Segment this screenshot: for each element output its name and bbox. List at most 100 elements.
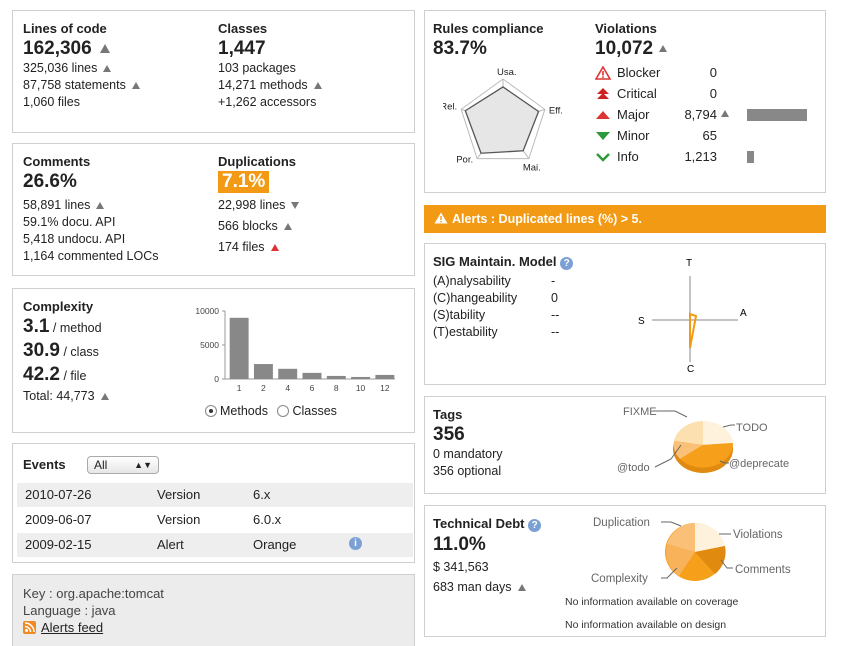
pie-label-comments: Comments [735, 564, 791, 576]
violation-row-critical[interactable]: Critical 0 [595, 85, 835, 105]
violation-name: Critical [617, 86, 657, 101]
trend-up-icon [283, 223, 292, 231]
trend-up-icon [131, 82, 140, 90]
classes-radio[interactable] [277, 405, 290, 417]
sig-list: (A)nalysability - (C)hangeability 0 (S)tab… [433, 273, 583, 343]
event-category: Version [157, 512, 201, 527]
y-tick-label: 0 [214, 374, 219, 384]
comment-lines: 58,891 lines [23, 198, 91, 212]
select-arrows-icon: ▲▼ [134, 460, 152, 470]
tech-debt-panel: Technical Debt ? 11.0% $ 341,563 683 man… [424, 505, 826, 637]
trend-up-icon [659, 45, 668, 53]
event-row: 2009-06-07 Version 6.0.x [17, 508, 413, 532]
sig-name: (C)hangeability [433, 291, 518, 305]
chart-bar [351, 376, 371, 379]
trend-up-icon [721, 110, 729, 117]
events-label: Events [23, 457, 66, 472]
blocker-icon [595, 66, 611, 80]
methods-count: 14,271 methods [218, 78, 308, 92]
violation-row-info[interactable]: Info 1,213 [595, 148, 835, 168]
duplications-value: 7.1% [218, 171, 270, 193]
rss-feed-icon [23, 621, 36, 634]
duplications-label: Duplications [218, 154, 297, 169]
trend-up-icon [99, 44, 110, 54]
help-icon[interactable]: ? [560, 257, 574, 270]
events-list: 2010-07-26 Version 6.x 2009-06-07 Versio… [17, 483, 413, 561]
violation-name: Minor [617, 128, 650, 143]
y-tick-label: 5000 [200, 340, 219, 350]
help-icon[interactable]: ? [528, 519, 542, 532]
axis-s-label: S [638, 316, 645, 327]
sig-panel: SIG Maintain. Model ? (A)nalysability - (… [424, 243, 826, 385]
x-tick-label: 12 [380, 383, 390, 393]
violation-count: 8,794 [684, 107, 717, 122]
chart-bar [253, 364, 273, 379]
rules-radar-chart: Usa. Eff. Mai. Por. Rel. [443, 67, 563, 174]
alerts-feed-link[interactable]: Alerts feed [41, 620, 104, 635]
lines-of-code-value: 162,306 [23, 38, 92, 59]
violation-bars [735, 64, 807, 174]
tags-pie-chart: FIXME TODO @todo @deprecate [617, 406, 789, 474]
radar-series [464, 86, 540, 154]
comments-panel: Comments 26.6% 58,891 lines 59.1% docu. … [12, 143, 415, 276]
coverage-info: No information available on coverage [565, 596, 739, 608]
violation-count: 1,213 [684, 149, 717, 164]
tech-debt-days: 683 man days [433, 580, 512, 594]
trend-up-icon [96, 202, 105, 210]
violation-row-major[interactable]: Major 8,794 [595, 106, 835, 126]
comments-label: Comments [23, 154, 91, 169]
x-tick-label: 2 [261, 383, 266, 393]
warning-icon [434, 212, 448, 224]
violation-row-blocker[interactable]: Blocker 0 [595, 64, 835, 84]
complexity-total: Total: 44,773 [23, 389, 95, 403]
project-language: Language : java [23, 603, 116, 618]
sig-axis-chart: T A S C [638, 258, 747, 375]
radar-axis-label: Mai. [523, 163, 541, 174]
per-method-unit: / method [52, 321, 102, 335]
sig-name: (A)nalysability [433, 274, 511, 288]
pie-label-complexity: Complexity [591, 573, 648, 585]
dup-blocks: 566 blocks [218, 219, 278, 233]
lines-of-code-label: Lines of code [23, 21, 107, 36]
info-chevron-icon [596, 153, 610, 162]
violation-name: Major [617, 107, 650, 122]
sig-name: (T)estability [433, 325, 498, 339]
complexity-panel: Complexity 3.1 / method 30.9 / class 42.… [12, 288, 415, 433]
violation-bar [747, 109, 807, 121]
event-date: 2010-07-26 [25, 487, 92, 502]
debt-pie-chart: Duplication Violations Comments Complexi… [591, 517, 791, 585]
violation-row-minor[interactable]: Minor 65 [595, 127, 835, 147]
tech-debt-value: 11.0% [433, 534, 486, 555]
size-panel: Lines of code 162,306 325,036 lines 87,7… [12, 10, 415, 133]
x-tick-label: 1 [237, 383, 242, 393]
tags-optional: 356 optional [433, 464, 502, 478]
sig-value: -- [551, 325, 560, 339]
axis-t-label: T [686, 258, 692, 269]
pie-label-duplication: Duplication [593, 517, 650, 529]
classes-label: Classes [218, 21, 268, 36]
classes-radio-label[interactable]: Classes [292, 404, 337, 418]
per-file-value: 42.2 [23, 364, 60, 385]
axis-a-label: A [740, 308, 747, 319]
info-icon[interactable]: i [349, 537, 362, 550]
event-date: 2009-02-15 [25, 537, 92, 552]
rules-compliance-value: 83.7% [433, 38, 487, 59]
violation-count: 0 [709, 86, 717, 101]
chart-bar [302, 372, 322, 379]
events-filter-select[interactable]: All ▲▼ [87, 456, 159, 474]
dup-lines: 22,998 lines [218, 198, 286, 212]
trend-down-icon [291, 202, 300, 210]
methods-radio-label[interactable]: Methods [220, 404, 268, 418]
packages-count: 103 packages [218, 61, 296, 75]
major-icon [596, 111, 610, 119]
violation-bar [747, 151, 755, 163]
docu-api: 59.1% docu. API [23, 215, 116, 229]
pie-label-violations: Violations [733, 529, 783, 541]
tags-mandatory: 0 mandatory [433, 447, 503, 461]
sig-value: -- [551, 308, 560, 322]
trend-up-red-icon [270, 244, 279, 252]
methods-radio[interactable] [205, 405, 217, 417]
trend-up-icon [103, 65, 112, 73]
x-tick-label: 8 [334, 383, 339, 393]
